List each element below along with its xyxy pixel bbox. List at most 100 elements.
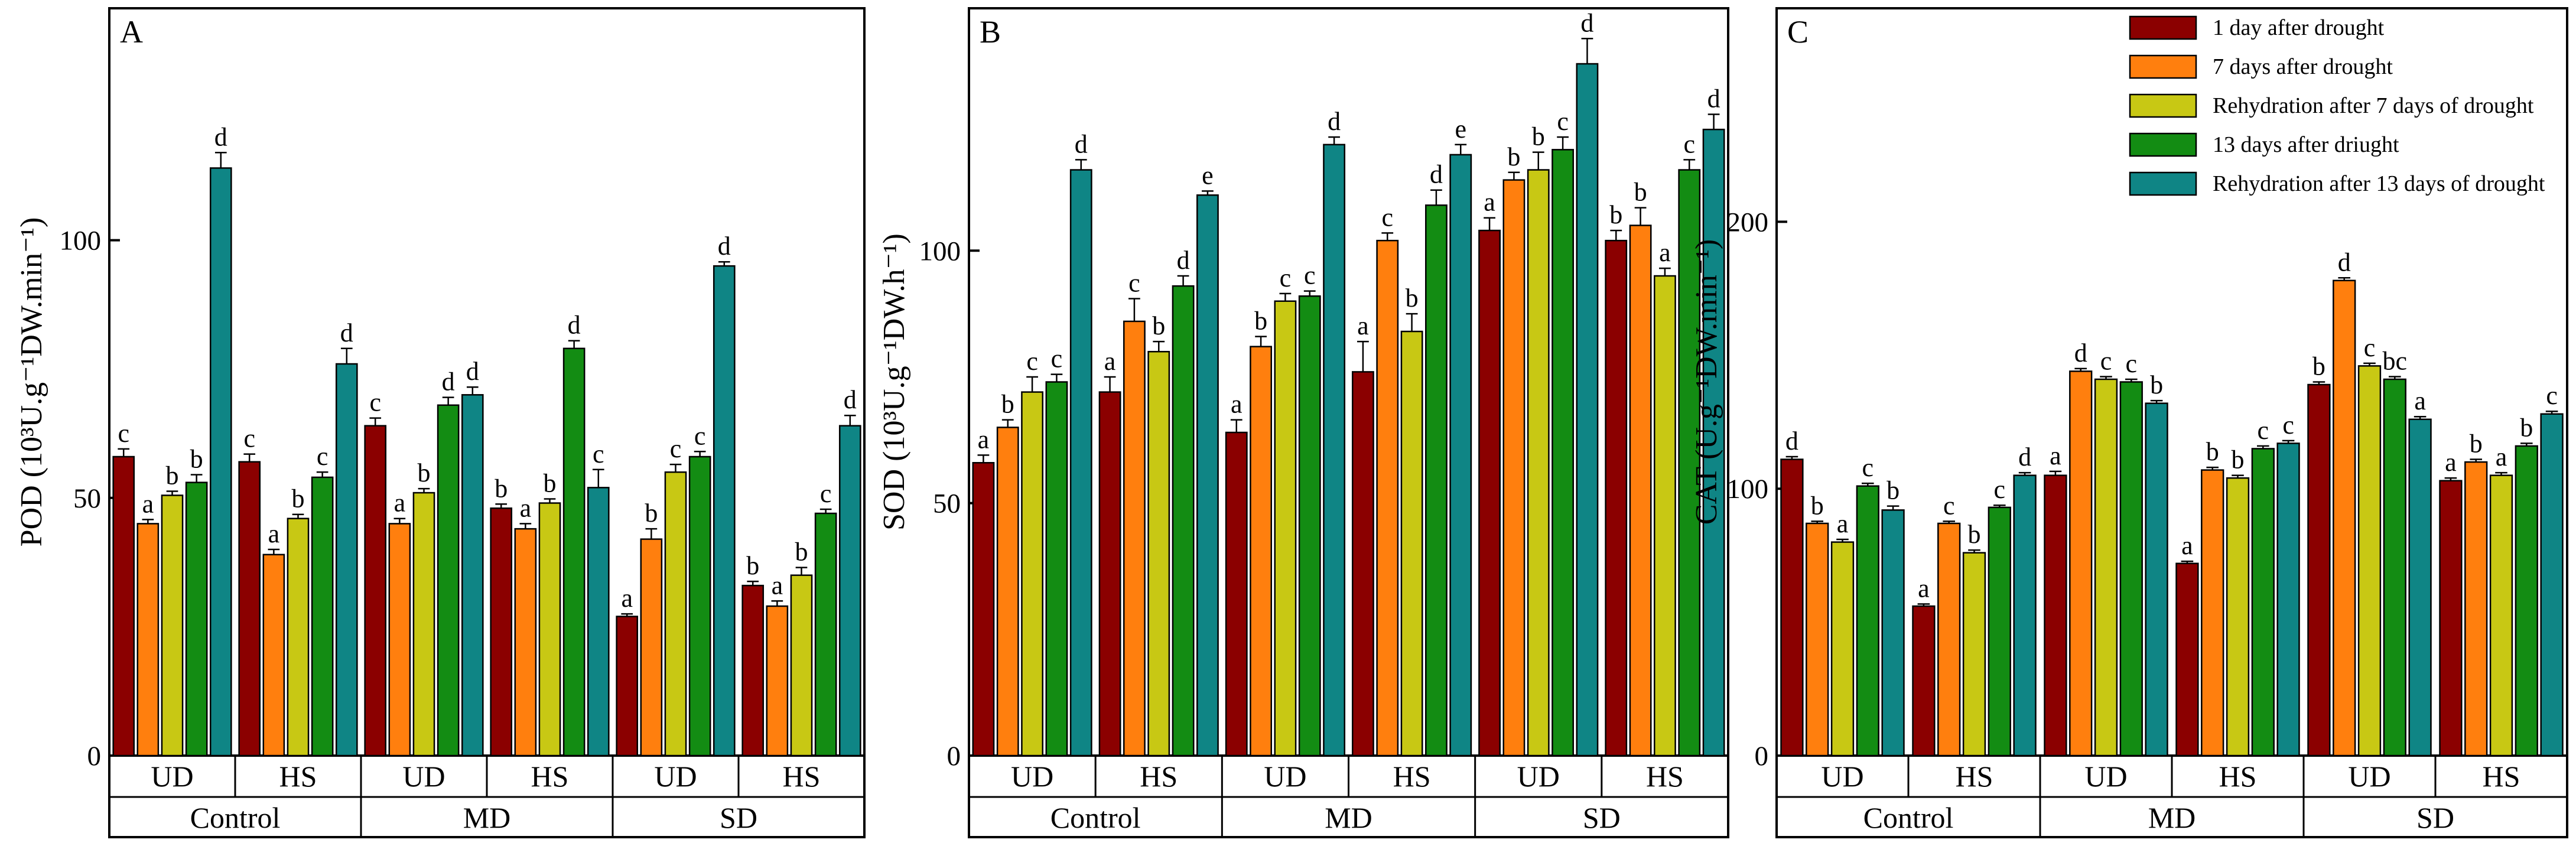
panel-letter: C [1787, 14, 1809, 50]
significance-letter: d [1075, 129, 1088, 158]
significance-letter: c [1381, 203, 1393, 232]
bar [562, 347, 586, 757]
bar [112, 455, 135, 757]
significance-letter: a [2414, 386, 2426, 415]
significance-letter: d [2074, 339, 2087, 367]
significance-letter: a [1918, 574, 1930, 603]
significance-letter: d [2018, 442, 2031, 471]
significance-letter: d [1785, 427, 1798, 455]
significance-letter: a [1837, 509, 1849, 538]
bar [2408, 418, 2432, 757]
bar [2357, 365, 2382, 757]
significance-letter: c [1051, 344, 1063, 373]
significance-letter: e [1455, 115, 1466, 144]
significance-letter: a [1357, 311, 1369, 340]
subgroup-label: UD [151, 760, 193, 793]
bar [2333, 279, 2356, 757]
significance-letter: b [1968, 520, 1981, 549]
significance-letter: c [593, 440, 604, 468]
significance-letter: d [1430, 160, 1443, 189]
bar [1962, 552, 1986, 757]
panel-letter: B [980, 14, 1001, 50]
bar [461, 394, 484, 757]
bar [1400, 330, 1423, 757]
bar [790, 574, 813, 757]
bar [766, 605, 789, 757]
bar [1780, 458, 1804, 757]
y-axis-title: SOD (10³U.g⁻¹DW.h⁻¹) [877, 233, 911, 531]
bar [1678, 169, 1701, 757]
significance-letter: b [292, 484, 305, 513]
bar [2540, 413, 2564, 757]
significance-letter: c [1280, 263, 1292, 292]
bar [1653, 275, 1676, 757]
bar [287, 518, 310, 757]
significance-letter: d [1707, 84, 1720, 113]
bar [388, 523, 411, 757]
subgroup-label: HS [2219, 760, 2257, 793]
treatment-label: Control [1050, 801, 1141, 834]
bar [2226, 477, 2250, 757]
bar [2145, 402, 2168, 757]
y-tick-label: 50 [73, 483, 101, 514]
bar [664, 471, 687, 757]
bar [1449, 154, 1472, 757]
bar [1425, 204, 1448, 757]
significance-letter: c [1683, 129, 1695, 158]
significance-letter: a [1659, 238, 1671, 267]
significance-letter: c [820, 479, 832, 508]
bar [2251, 448, 2275, 757]
bar [1629, 224, 1652, 757]
legend-swatch [2129, 93, 2197, 118]
y-tick-label: 200 [1727, 207, 1769, 237]
y-tick-label: 100 [60, 226, 102, 256]
treatment-label: MD [463, 801, 511, 834]
bar [2069, 370, 2093, 757]
significance-letter: b [795, 538, 808, 567]
subgroup-label: HS [531, 760, 569, 793]
legend-label: 1 day after drought [2213, 15, 2385, 40]
significance-letter: a [520, 493, 532, 522]
subgroup-label: UD [654, 760, 697, 793]
significance-letter: bc [2383, 346, 2408, 375]
significance-letter: b [2150, 370, 2163, 399]
legend-swatch [2129, 54, 2197, 79]
bar [238, 461, 261, 757]
bar [335, 363, 358, 757]
significance-letter: b [2470, 429, 2483, 458]
bar [1298, 295, 1321, 757]
significance-letter: b [1609, 200, 1622, 229]
bar [616, 616, 639, 757]
significance-letter: c [1557, 107, 1569, 136]
bar [1527, 169, 1550, 757]
significance-letter: c [118, 419, 129, 448]
bar [996, 427, 1019, 757]
bar [1274, 300, 1297, 757]
subgroup-label: UD [1011, 760, 1053, 793]
significance-letter: b [2312, 352, 2325, 381]
legend-label: Rehydration after 7 days of drought [2213, 93, 2534, 118]
significance-letter: a [621, 584, 633, 613]
treatment-label: Control [1863, 801, 1954, 834]
treatment-label: SD [1583, 801, 1621, 834]
subgroup-label: UD [1517, 760, 1560, 793]
y-tick-label: 100 [919, 236, 961, 266]
subgroup-label: UD [402, 760, 445, 793]
significance-letter: c [2126, 349, 2138, 378]
significance-letter: a [772, 571, 783, 600]
significance-letter: d [1328, 107, 1341, 136]
significance-letter: c [2100, 346, 2112, 375]
bar [1702, 128, 1725, 757]
bar [437, 404, 460, 757]
significance-letter: d [1177, 246, 1190, 275]
legend-swatch [2129, 171, 2197, 196]
bar [1605, 239, 1628, 757]
bar [1830, 541, 1855, 757]
significance-letter: b [746, 551, 759, 580]
significance-letter: b [1406, 284, 1419, 313]
treatment-label: Control [190, 801, 281, 834]
